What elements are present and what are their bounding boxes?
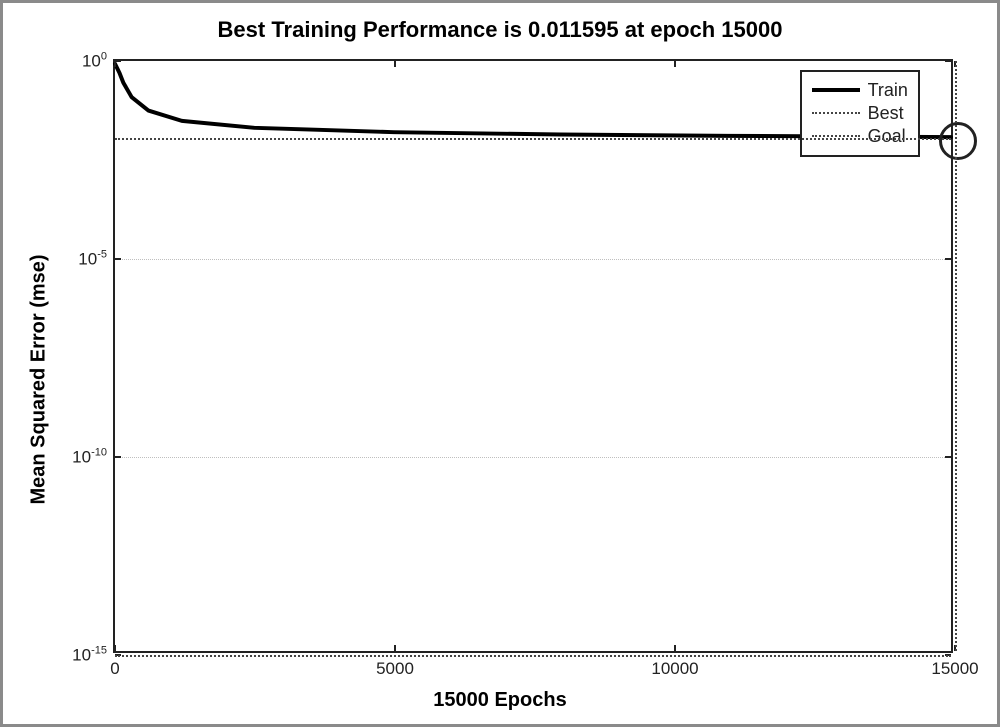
legend-label: Goal (868, 126, 906, 147)
chart-title: Best Training Performance is 0.011595 at… (3, 17, 997, 43)
x-tick (114, 645, 116, 651)
y-tick-label: 10-10 (72, 447, 107, 468)
x-tick (394, 61, 396, 67)
legend: TrainBestGoal (800, 70, 920, 157)
x-axis-label: 15000 Epochs (3, 689, 997, 712)
x-tick-label: 0 (110, 659, 119, 679)
stop-epoch-line (955, 61, 957, 651)
y-tick (945, 60, 951, 62)
y-tick-label: 10-15 (72, 645, 107, 666)
x-tick (114, 61, 116, 67)
legend-swatch-icon (812, 112, 860, 114)
x-tick-label: 5000 (376, 659, 414, 679)
x-tick (674, 645, 676, 651)
x-tick (394, 645, 396, 651)
best-marker-icon (939, 122, 977, 160)
gridline (115, 457, 951, 458)
y-axis-label: Mean Squared Error (mse) (28, 265, 51, 505)
legend-item: Best (812, 103, 908, 124)
y-tick (945, 258, 951, 260)
legend-item: Train (812, 80, 908, 101)
legend-swatch-icon (812, 88, 860, 92)
y-tick (115, 456, 121, 458)
legend-label: Train (868, 80, 908, 101)
x-tick (674, 61, 676, 67)
legend-label: Best (868, 103, 904, 124)
best-line (115, 138, 951, 140)
y-tick-label: 100 (82, 51, 107, 72)
x-tick-label: 15000 (931, 659, 978, 679)
figure-frame: Best Training Performance is 0.011595 at… (0, 0, 1000, 727)
plot-area: TrainBestGoal 10010-510-1010-15050001000… (113, 59, 953, 653)
legend-item: Goal (812, 126, 908, 147)
y-tick-label: 10-5 (78, 249, 107, 270)
goal-line (115, 655, 951, 657)
gridline (115, 259, 951, 260)
x-tick-label: 10000 (651, 659, 698, 679)
y-tick (945, 456, 951, 458)
y-tick (115, 258, 121, 260)
